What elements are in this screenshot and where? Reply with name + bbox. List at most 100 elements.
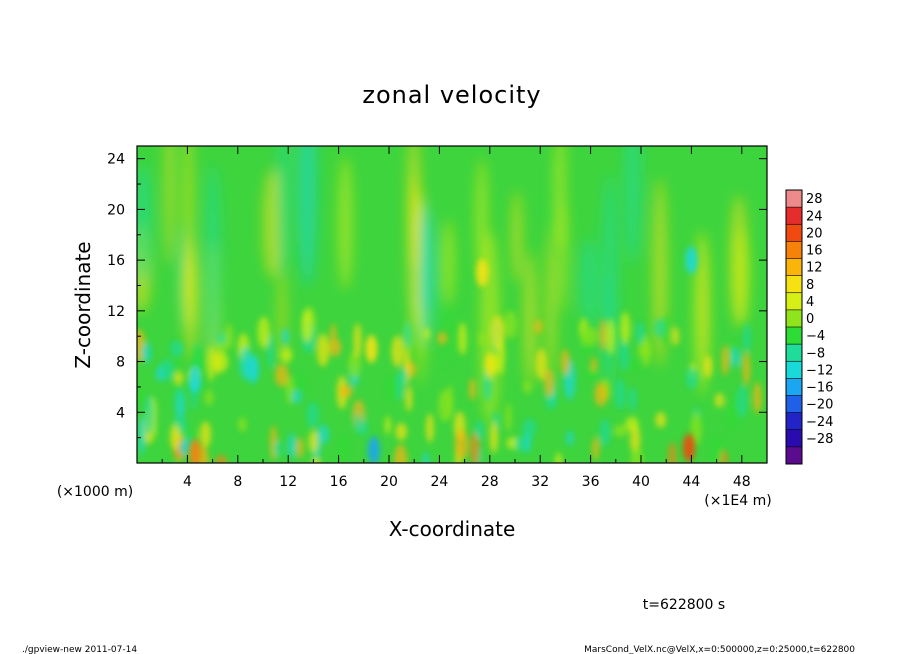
heatmap-cell	[384, 416, 391, 435]
heatmap-streak	[337, 156, 353, 291]
heatmap-cell	[155, 366, 164, 382]
x-tick-label: 44	[682, 474, 700, 490]
heatmap-feature	[367, 436, 380, 463]
heatmap-cell	[353, 322, 362, 358]
y-tick-label: 20	[107, 202, 125, 218]
heatmap-cell	[742, 352, 751, 386]
colorbar-label: 4	[806, 295, 814, 310]
colorbar-label: 16	[806, 244, 823, 259]
colorbar-swatch	[786, 241, 802, 259]
colorbar-swatch	[786, 190, 802, 208]
heatmap-cell	[215, 455, 227, 463]
heatmap-cell	[281, 328, 290, 345]
heatmap-streak	[548, 161, 558, 259]
colorbar-label: 24	[806, 209, 823, 224]
heatmap-cell	[620, 311, 631, 345]
heatmap-cell	[560, 348, 570, 376]
heatmap-cell	[291, 390, 302, 404]
heatmap-cell	[566, 431, 574, 446]
y-tick-label: 8	[116, 355, 125, 371]
colorbar-label: −24	[806, 415, 833, 430]
heatmap-cell	[438, 389, 452, 423]
heatmap-cell	[714, 393, 725, 408]
heatmap-cell	[614, 378, 626, 410]
y-axis: 4 8 12 16 20 24	[107, 152, 767, 439]
heatmap-cell	[474, 420, 484, 440]
heatmap-cell	[141, 342, 152, 363]
colorbar-label: 12	[806, 261, 823, 276]
heatmap-cell	[685, 367, 698, 390]
heatmap-cell	[737, 385, 748, 418]
heatmap-streak	[408, 172, 421, 332]
heatmap-cell	[655, 412, 667, 428]
colorbar-label: 0	[806, 312, 814, 327]
x-tick-label: 36	[582, 474, 600, 490]
heatmap-cell	[306, 401, 319, 428]
heatmap-streak	[277, 146, 291, 275]
x-axis: 4 8 12 16 20 24 28 32 36 40 44 48	[161, 146, 751, 490]
heatmap-streak	[417, 203, 435, 343]
heatmap-cell	[629, 356, 641, 373]
heatmap-cell	[555, 452, 563, 463]
chart-title: zonal velocity	[362, 81, 541, 109]
heatmap-feature	[188, 365, 201, 394]
heatmap-cell	[534, 319, 543, 334]
y-tick-label: 16	[107, 253, 125, 269]
heatmap-cell	[653, 318, 666, 338]
plot-frame	[136, 145, 768, 464]
heatmap-streak	[164, 146, 175, 266]
heatmap-cell	[394, 444, 408, 463]
plot-area	[136, 145, 768, 464]
colorbar-swatch	[786, 412, 802, 431]
heatmap-streak	[183, 234, 198, 362]
colorbar-swatch	[786, 429, 802, 448]
heatmap-cell	[635, 321, 645, 345]
heatmap-cell	[199, 421, 212, 448]
colorbar-label: −8	[806, 346, 825, 361]
heatmap-cell	[505, 402, 512, 432]
colorbar-swatch	[786, 275, 802, 294]
heatmap-cell	[470, 431, 480, 463]
colorbar-swatch	[786, 309, 802, 328]
colorbar-label: 28	[806, 192, 823, 207]
heatmap-cell	[273, 440, 283, 458]
heatmap-cell	[238, 417, 247, 433]
heatmap-streak	[137, 164, 152, 284]
colorbar-swatch	[786, 395, 802, 414]
colorbar-label: −4	[806, 329, 825, 344]
heatmap-cell	[585, 326, 598, 346]
heatmap-cell	[214, 352, 229, 372]
heatmap-cell	[360, 419, 368, 437]
y-tick-label: 12	[107, 304, 125, 320]
heatmap-cell	[301, 309, 313, 343]
heatmap-cell	[174, 371, 184, 385]
heatmap-cell	[489, 421, 499, 454]
heatmap-cell	[535, 348, 548, 380]
heatmap-cell	[385, 374, 398, 401]
colorbar-label: 20	[806, 226, 823, 241]
heatmap-cell	[721, 345, 729, 376]
colorbar-label: −12	[806, 363, 833, 378]
colorbar-swatch	[786, 361, 802, 379]
x-tick-label: 48	[733, 474, 751, 490]
heatmap-streak	[523, 251, 537, 388]
heatmap-streak	[511, 190, 523, 284]
colorbar-swatch	[786, 446, 802, 465]
x-tick-label: 4	[183, 474, 192, 490]
heatmap-cell	[628, 387, 637, 411]
colorbar-swatch	[786, 292, 802, 311]
heatmap-streak	[442, 219, 455, 305]
x-axis-label: X-coordinate	[389, 517, 516, 541]
y-tick-label: 24	[107, 152, 125, 168]
heatmap-feature	[685, 246, 698, 275]
heatmap-cell	[592, 437, 599, 461]
footer-right: MarsCond_VelX.nc@VelX,x=0:500000,z=0:250…	[584, 645, 855, 654]
heatmap-cell	[454, 429, 469, 460]
heatmap-cell	[503, 310, 518, 339]
x-tick-label: 28	[481, 474, 499, 490]
heatmap-cell	[405, 385, 413, 412]
heatmap-cell	[731, 347, 740, 368]
heatmap-cell	[138, 416, 145, 456]
heatmap-cell	[287, 433, 296, 459]
